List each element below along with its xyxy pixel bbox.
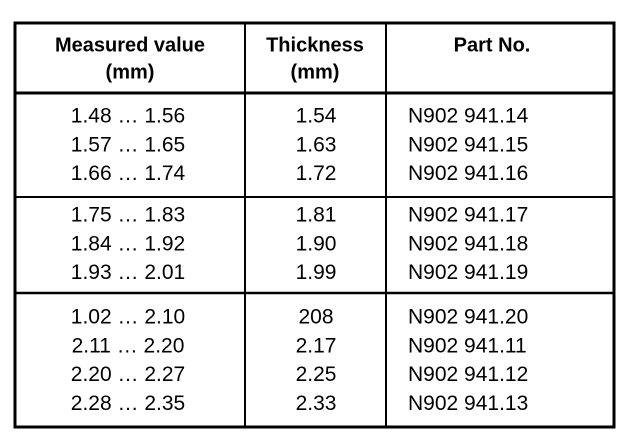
header-cell: (mm) [106,61,155,83]
header-cell: (mm) [291,61,340,83]
table-cell: N902 941.14 [408,105,529,128]
table-cell: 1.75 … 1.83 [71,204,185,227]
header-cell: Thickness [266,34,364,56]
table-cell: 1.81 [296,204,337,227]
table-cell: N902 941.12 [408,363,528,386]
table-cell: 2.20 … 2.27 [71,363,185,386]
table-cell: N902 941.20 [408,306,528,329]
table-border [13,21,616,429]
table-cell: 1.72 [296,162,337,185]
table-cell: 1.57 … 1.65 [71,133,185,156]
table-cell: 1.99 [296,261,337,284]
table-cell: 1.84 … 1.92 [71,232,185,255]
table-cell: 208 [298,306,333,329]
table-cell: N902 941.16 [408,162,528,185]
table-cell: 1.48 … 1.56 [71,105,185,128]
table-cell: 1.02 … 2.10 [71,306,185,329]
header-cell: Part No. [454,34,531,56]
table-cell: 2.17 [296,334,337,357]
table-cell: N902 941.15 [408,133,528,156]
header-cell: Measured value [55,34,205,56]
table-cell: 2.11 … 2.20 [72,334,185,357]
table-cell: 1.66 … 1.74 [71,162,186,185]
table-cell: N902 941.19 [408,261,528,284]
table-cell: 1.63 [296,133,337,156]
table-cell: 2.28 … 2.35 [71,392,185,415]
table-cell: 1.93 … 2.01 [71,261,185,284]
table-cell: 2.25 [296,363,337,386]
table-cell: 2.33 [296,392,337,415]
table-cell: N902 941.13 [408,392,528,415]
table-cell: N902 941.18 [408,232,528,255]
table-cell: 1.90 [296,232,337,255]
table-cell: 1.54 [296,105,337,128]
table-cell: N902 941.17 [408,204,528,227]
table-cell: N902 941.11 [408,334,527,357]
